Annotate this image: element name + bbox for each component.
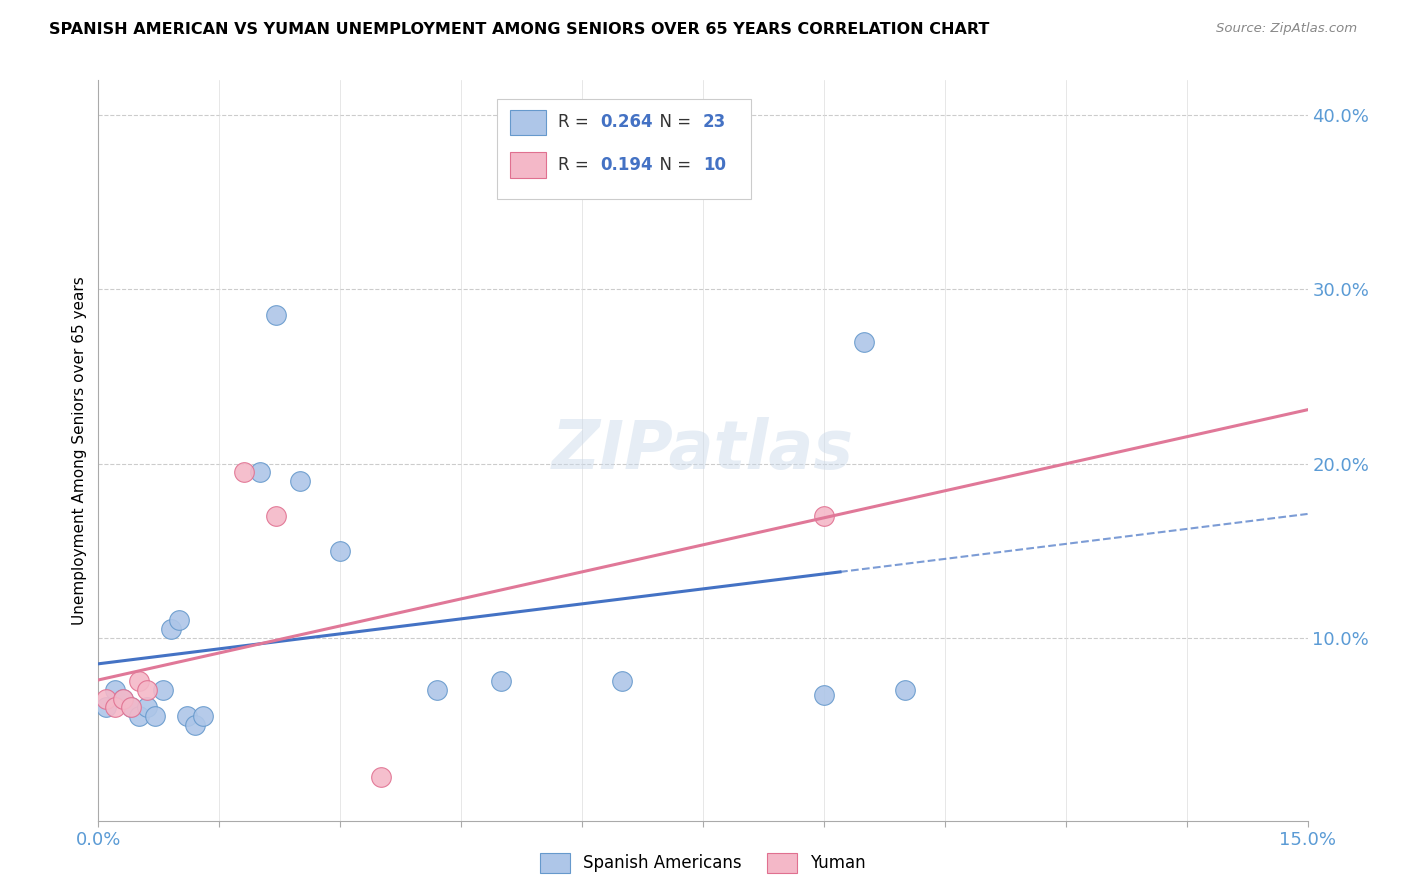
Point bbox=[426, 683, 449, 698]
Point bbox=[491, 674, 513, 689]
Point bbox=[152, 683, 174, 698]
Text: N =: N = bbox=[648, 113, 696, 131]
Text: R =: R = bbox=[558, 156, 593, 175]
Point bbox=[160, 622, 183, 636]
Point bbox=[143, 709, 166, 723]
Point bbox=[103, 700, 125, 714]
Text: Source: ZipAtlas.com: Source: ZipAtlas.com bbox=[1216, 22, 1357, 36]
Point bbox=[813, 508, 835, 523]
Legend: Spanish Americans, Yuman: Spanish Americans, Yuman bbox=[533, 847, 873, 880]
Text: 10: 10 bbox=[703, 156, 725, 175]
Text: 0.264: 0.264 bbox=[600, 113, 652, 131]
Point bbox=[135, 683, 157, 698]
Point bbox=[329, 543, 352, 558]
Point bbox=[288, 474, 311, 488]
Point bbox=[249, 465, 271, 479]
Point bbox=[120, 700, 142, 714]
Text: 23: 23 bbox=[703, 113, 727, 131]
Point bbox=[893, 683, 915, 698]
Text: SPANISH AMERICAN VS YUMAN UNEMPLOYMENT AMONG SENIORS OVER 65 YEARS CORRELATION C: SPANISH AMERICAN VS YUMAN UNEMPLOYMENT A… bbox=[49, 22, 990, 37]
Point bbox=[612, 674, 634, 689]
Point bbox=[111, 691, 134, 706]
Point bbox=[853, 334, 876, 349]
Point bbox=[176, 709, 198, 723]
Point bbox=[96, 700, 118, 714]
FancyBboxPatch shape bbox=[509, 110, 546, 136]
Text: N =: N = bbox=[648, 156, 696, 175]
Point bbox=[128, 674, 150, 689]
Point bbox=[96, 691, 118, 706]
Point bbox=[232, 465, 254, 479]
Point bbox=[135, 700, 157, 714]
Point bbox=[111, 691, 134, 706]
FancyBboxPatch shape bbox=[498, 99, 751, 199]
Y-axis label: Unemployment Among Seniors over 65 years: Unemployment Among Seniors over 65 years bbox=[72, 277, 87, 624]
Text: 0.194: 0.194 bbox=[600, 156, 652, 175]
Point bbox=[128, 709, 150, 723]
Point bbox=[193, 709, 215, 723]
Point bbox=[264, 508, 287, 523]
Point bbox=[103, 683, 125, 698]
Point bbox=[120, 700, 142, 714]
Point bbox=[370, 770, 392, 784]
Point bbox=[813, 688, 835, 702]
Point bbox=[184, 718, 207, 732]
Text: ZIPatlas: ZIPatlas bbox=[553, 417, 853, 483]
Point bbox=[167, 613, 190, 627]
Text: R =: R = bbox=[558, 113, 593, 131]
Point bbox=[264, 309, 287, 323]
FancyBboxPatch shape bbox=[509, 153, 546, 178]
